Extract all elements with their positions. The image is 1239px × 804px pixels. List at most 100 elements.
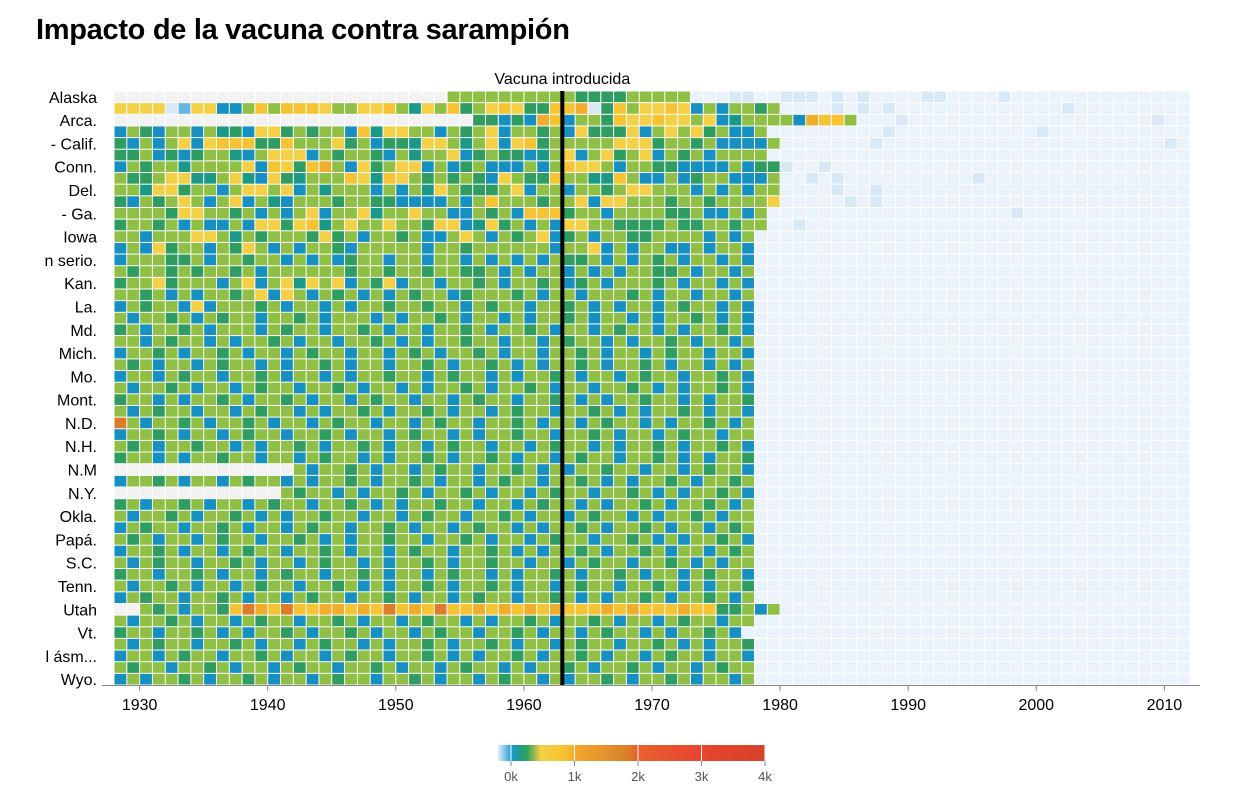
heatmap-cell xyxy=(306,382,319,394)
heatmap-cell xyxy=(934,615,947,627)
heatmap-cell xyxy=(319,405,332,417)
heatmap-cell xyxy=(268,336,281,347)
heatmap-cell xyxy=(959,266,972,277)
heatmap-cell xyxy=(1075,429,1088,440)
heatmap-cell xyxy=(1023,254,1036,266)
heatmap-cell xyxy=(473,149,485,161)
heatmap-cell xyxy=(447,627,460,638)
heatmap-cell xyxy=(396,336,409,347)
heatmap-cell xyxy=(652,207,665,219)
heatmap-cell xyxy=(293,487,306,499)
heatmap-cell xyxy=(1126,382,1139,394)
heatmap-cell xyxy=(844,219,857,231)
heatmap-cell xyxy=(357,219,370,231)
heatmap-cell xyxy=(959,242,972,254)
heatmap-cell xyxy=(870,673,883,685)
heatmap-cell xyxy=(511,301,524,312)
heatmap-cell xyxy=(421,207,434,219)
heatmap-cell xyxy=(1036,371,1049,382)
heatmap-cell xyxy=(793,417,806,429)
heatmap-cell xyxy=(601,91,614,103)
heatmap-cell xyxy=(998,405,1011,417)
heatmap-cell xyxy=(690,359,703,371)
x-tick-label: 1970 xyxy=(634,697,670,714)
heatmap-cell xyxy=(434,522,447,534)
heatmap-cell xyxy=(1036,475,1049,487)
heatmap-cell xyxy=(1164,161,1177,173)
heatmap-cell xyxy=(780,405,793,417)
heatmap-cell xyxy=(831,627,844,638)
heatmap-cell xyxy=(1152,440,1164,452)
heatmap-cell xyxy=(767,534,780,545)
heatmap-cell xyxy=(319,452,332,464)
heatmap-cell xyxy=(883,534,895,545)
heatmap-cell xyxy=(754,569,767,580)
heatmap-cell xyxy=(844,312,857,324)
heatmap-cell xyxy=(729,336,742,347)
heatmap-cell xyxy=(140,126,152,138)
heatmap-cell xyxy=(665,638,678,650)
heatmap-cell xyxy=(652,231,665,242)
heatmap-cell xyxy=(793,324,806,336)
heatmap-cell xyxy=(434,464,447,475)
heatmap-cell xyxy=(152,580,165,592)
heatmap-cell xyxy=(1036,394,1049,405)
heatmap-cell xyxy=(357,405,370,417)
heatmap-cell xyxy=(665,662,678,673)
heatmap-cell xyxy=(216,277,229,289)
heatmap-cell xyxy=(883,429,895,440)
heatmap-cell xyxy=(268,371,281,382)
heatmap-cell xyxy=(152,452,165,464)
heatmap-cell xyxy=(306,91,319,103)
heatmap-cell xyxy=(1100,231,1113,242)
heatmap-cell xyxy=(947,231,959,242)
heatmap-cell xyxy=(767,592,780,603)
heatmap-cell xyxy=(1036,417,1049,429)
heatmap-cell xyxy=(152,487,165,499)
heatmap-cell xyxy=(1100,662,1113,673)
heatmap-cell xyxy=(665,149,678,161)
heatmap-cell xyxy=(1177,149,1190,161)
heatmap-cell xyxy=(870,487,883,499)
heatmap-cell xyxy=(754,149,767,161)
heatmap-cell xyxy=(293,161,306,173)
heatmap-cell xyxy=(409,522,421,534)
heatmap-cell xyxy=(421,638,434,650)
heatmap-cell xyxy=(703,207,716,219)
heatmap-cell xyxy=(716,580,729,592)
heatmap-cell xyxy=(1088,534,1100,545)
heatmap-cell xyxy=(293,324,306,336)
heatmap-cell xyxy=(383,277,396,289)
heatmap-cell xyxy=(908,557,921,569)
heatmap-cell xyxy=(1049,627,1062,638)
heatmap-cell xyxy=(562,207,575,219)
heatmap-cell xyxy=(857,114,870,126)
heatmap-cell xyxy=(1062,638,1075,650)
heatmap-cell xyxy=(793,149,806,161)
heatmap-cell xyxy=(678,359,690,371)
heatmap-cell xyxy=(370,522,383,534)
heatmap-cell xyxy=(959,673,972,685)
heatmap-cell xyxy=(1100,103,1113,114)
heatmap-cell xyxy=(742,615,754,627)
heatmap-cell xyxy=(921,487,934,499)
heatmap-cell xyxy=(229,405,242,417)
heatmap-cell xyxy=(985,673,998,685)
heatmap-cell xyxy=(165,475,178,487)
heatmap-cell xyxy=(460,627,473,638)
heatmap-cell xyxy=(383,336,396,347)
heatmap-cell xyxy=(293,114,306,126)
heatmap-cell xyxy=(972,219,985,231)
heatmap-cell xyxy=(216,301,229,312)
heatmap-cell xyxy=(127,312,140,324)
heatmap-cell xyxy=(690,673,703,685)
heatmap-cell xyxy=(972,336,985,347)
heatmap-cell xyxy=(1139,522,1152,534)
heatmap-cell xyxy=(639,114,652,126)
heatmap-cell xyxy=(690,289,703,301)
heatmap-cell xyxy=(1113,405,1126,417)
heatmap-cell xyxy=(383,161,396,173)
heatmap-cell xyxy=(934,522,947,534)
heatmap-cell xyxy=(1152,499,1164,510)
heatmap-cell xyxy=(742,126,754,138)
